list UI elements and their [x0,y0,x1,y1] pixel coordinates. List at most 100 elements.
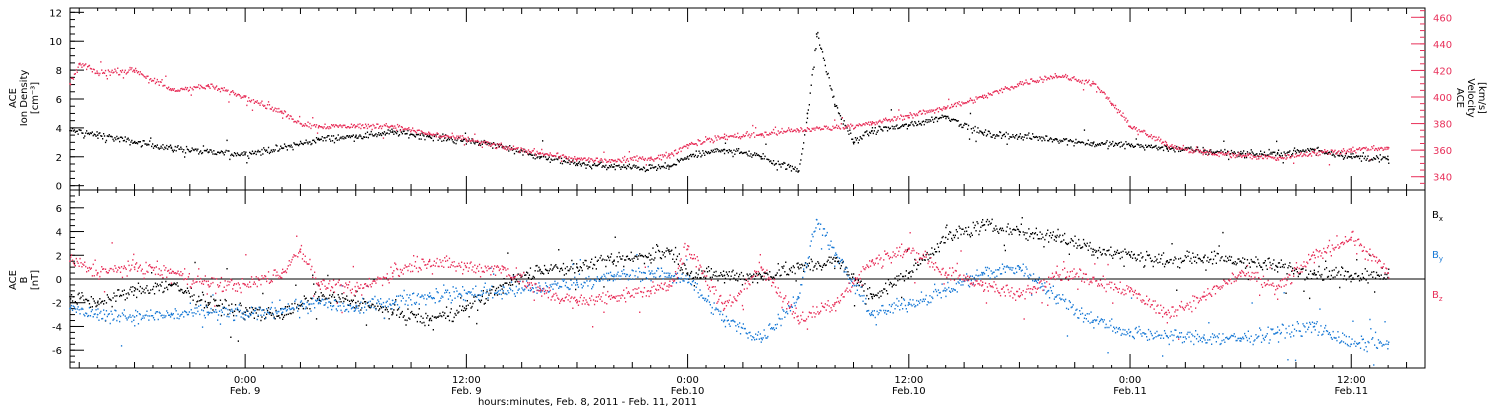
b-axis-title-line: B [19,276,30,283]
bz-series-point [299,248,302,251]
velocity-axis-tick-label: 360 [1433,146,1452,157]
b-axis-tick-label: 0 [56,275,62,286]
b-axis-tick-label: -2 [52,299,62,310]
bz-series-point [1313,254,1316,257]
ion-density-series-point [612,165,615,168]
ion-density-series-point [871,129,873,132]
bx-series [70,216,1390,342]
by-series-point [170,313,173,316]
x-tick-label-time: 12:00 [452,375,481,386]
ion-density-series-point [170,147,173,150]
velocity-series-point [1092,82,1095,85]
ion-density-series-point [797,170,800,173]
velocity-series-point [281,112,283,114]
bz-series-point [133,266,136,269]
bx-series-point [1055,236,1058,239]
density-axis-tick-label: 8 [56,66,62,77]
bx-series-point [170,284,173,286]
x-axis-title: hours:minutes, Feb. 8, 2011 - Feb. 11, 2… [478,397,697,408]
velocity-series-point [649,157,652,160]
by-series-point [281,307,283,310]
bz-series-point [170,272,173,274]
bz-series-point [760,266,763,269]
by-series-point [1276,331,1279,334]
bz-series-point [723,307,726,310]
b-axis-tick-label: 4 [56,228,62,239]
bz-series-point [834,301,836,304]
x-tick-label-date: Feb. 9 [230,386,260,397]
ion-density-series-point [281,147,283,150]
x-tick-label-time: 0:00 [1119,375,1141,386]
velocity-series-point [1202,151,1205,154]
velocity-series-point [686,143,689,146]
ion-density-series-point [69,129,71,132]
density-axis-title-line: Ion Density [19,70,30,127]
bz-series [70,230,1390,340]
bz-series-point [1350,236,1353,239]
velocity-series-point [576,158,578,161]
ion-density-series-point [760,155,763,158]
velocity-series-point [1276,157,1279,160]
bz-series-point [69,260,71,263]
ion-density-series-point [1129,144,1131,147]
b-axis-title-line: ACE [8,270,19,290]
bx-series-point [797,266,800,269]
by-series-point [760,337,763,340]
bx-series-point [1092,248,1095,251]
density-axis-tick-label: 4 [56,124,62,135]
bx-series-point [834,260,836,263]
by-series-point [1387,343,1390,346]
b-axis-tick-label: -4 [52,322,62,333]
ion-density-series-point [686,155,689,158]
velocity-axis-title-line: [km/s] [1476,82,1487,114]
bz-series-point [576,301,578,304]
by-series-point [428,295,431,298]
bz-series-point [428,260,431,263]
ion-density-series-point [815,33,818,35]
by-series-point [502,289,505,292]
x-tick-label-date: Feb.11 [1334,386,1368,397]
ion-density-series-point [1202,150,1205,152]
velocity-series-point [1110,102,1113,105]
bz-series-point [1129,289,1131,292]
ion-density-series-point [1276,152,1279,155]
by-series [70,219,1390,366]
velocity-axis-tick-label: 340 [1433,173,1452,184]
density-axis-tick-label: 6 [56,95,62,106]
bx-series-point [96,301,99,304]
ion-density-series-point [1166,147,1168,150]
ion-density-series-point [649,167,652,170]
bx-series-point [281,313,283,316]
bx-series-point [1166,260,1168,263]
velocity-series-point [78,62,81,65]
bz-series-point [207,284,210,286]
by-series-point [207,311,210,314]
velocity-series-point [133,69,136,72]
bx-series-point [133,289,136,292]
x-tick-label-date: Feb. 9 [451,386,481,397]
by-series-point [576,281,578,284]
bx-series-point [207,301,210,304]
bx-series-point [317,295,320,298]
bz-series-point [1202,295,1205,298]
x-tick-label-time: 0:00 [234,375,256,386]
velocity-series-point [1166,143,1168,146]
b-axis-tick-label: -6 [52,346,62,357]
bz-series-point [686,248,689,251]
by-series-point [834,254,836,257]
velocity-series-point [299,122,302,125]
bx-series-point [1018,230,1021,233]
ion-density-series-point [133,141,136,144]
velocity-series-point [317,125,320,128]
bz-series-point [1239,272,1242,274]
velocity-axis-tick-label: 400 [1433,93,1452,104]
bz-series-point [981,284,984,286]
ion-density-series-point [806,112,809,115]
velocity-axis-tick-label: 420 [1433,66,1452,77]
bz-series-point [1387,272,1390,274]
velocity-series-point [981,96,984,98]
ion-density-series-point [1239,152,1242,155]
legend-by: By [1432,250,1443,263]
